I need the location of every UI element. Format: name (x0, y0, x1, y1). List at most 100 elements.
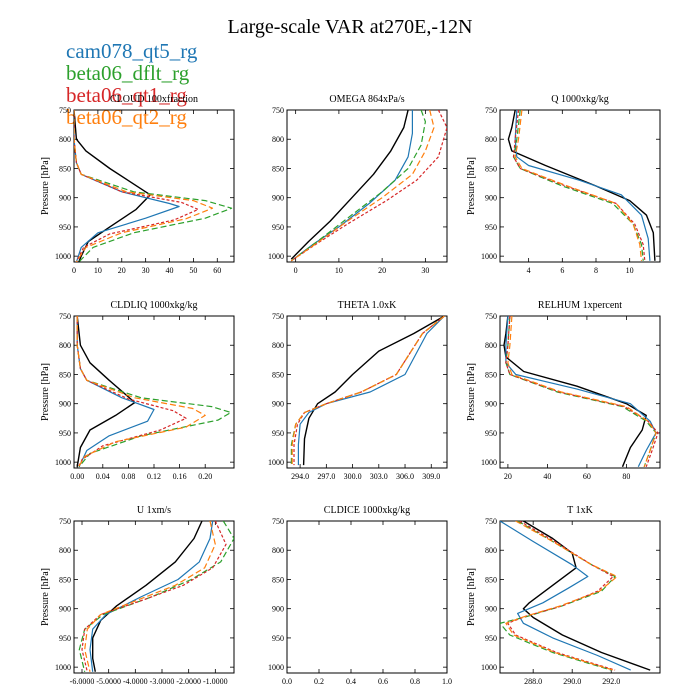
legend-entry-cam078-qt5: cam078_qt5_rg (66, 39, 198, 63)
y-tick-label: 950 (272, 223, 284, 232)
x-tick-label: 292.0 (602, 677, 620, 686)
series-line-2 (512, 110, 644, 261)
x-tick-label: 8 (594, 266, 598, 275)
panel-7: CLDICE 1000xkg/kg 750 800 850 900 950 1000 0.0 0… (268, 505, 452, 686)
x-tick-label: 0.20 (198, 472, 212, 481)
x-tick-label: 0.12 (147, 472, 161, 481)
y-tick-label: 1000 (55, 663, 71, 672)
x-tick-label: 20 (378, 266, 386, 275)
x-tick-label: 1.0 (442, 677, 452, 686)
series-line-4 (505, 521, 618, 671)
x-tick-label: 20 (118, 266, 126, 275)
y-tick-label: 850 (485, 370, 497, 379)
series-line-0 (302, 316, 445, 466)
x-tick-label: 60 (213, 266, 221, 275)
y-tick-label: 1000 (481, 663, 497, 672)
y-tick-label: 900 (59, 194, 71, 203)
series-line-3 (512, 110, 646, 261)
y-tick-label: 800 (485, 546, 497, 555)
y-tick-label: 750 (59, 517, 71, 526)
series-line-4 (74, 110, 214, 262)
panel-title: U 1xm/s (137, 505, 171, 516)
y-tick-label: 750 (272, 106, 284, 115)
series-line-0 (522, 521, 651, 671)
y-tick-label: 1000 (55, 458, 71, 467)
y-tick-label: 950 (272, 634, 284, 643)
y-tick-label: 750 (59, 312, 71, 321)
series-line-2 (74, 110, 233, 262)
y-tick-label: 850 (485, 164, 497, 173)
x-tick-label: -3.0000 (150, 677, 175, 686)
x-tick-label: 0.6 (378, 677, 388, 686)
y-tick-label: 900 (59, 400, 71, 409)
y-axis-label: Pressure [hPa] (40, 363, 51, 421)
x-tick-label: 303.0 (370, 472, 388, 481)
y-tick-label: 950 (59, 223, 71, 232)
series-line-0 (503, 316, 647, 468)
y-tick-label: 950 (485, 429, 497, 438)
x-tick-label: 30 (142, 266, 150, 275)
x-tick-label: 0.8 (410, 677, 420, 686)
y-axis-label: Pressure [hPa] (466, 157, 477, 215)
y-tick-label: 750 (485, 517, 497, 526)
plot-frame (499, 109, 661, 263)
y-tick-label: 800 (59, 546, 71, 555)
x-tick-label: 0.04 (96, 472, 110, 481)
x-tick-label: 10 (335, 266, 343, 275)
x-tick-label: -2.0000 (176, 677, 201, 686)
panel-title: T 1xK (567, 505, 593, 516)
legend-entry-beta06-qt2: beta06_qt2_rg (66, 105, 187, 129)
x-tick-label: 300.0 (344, 472, 362, 481)
x-tick-label: 0.16 (173, 472, 187, 481)
y-axis-label: Pressure [hPa] (40, 157, 51, 215)
x-tick-label: 294.0 (291, 472, 309, 481)
y-tick-label: 850 (272, 164, 284, 173)
y-axis-label: Pressure [hPa] (40, 568, 51, 626)
y-tick-label: 1000 (481, 458, 497, 467)
y-tick-label: 900 (272, 400, 284, 409)
x-tick-label: -6.0000 (70, 677, 95, 686)
series-line-0 (74, 110, 152, 262)
series-line-4 (291, 316, 445, 466)
y-tick-label: 750 (272, 517, 284, 526)
y-tick-label: 1000 (268, 458, 284, 467)
y-tick-label: 950 (272, 429, 284, 438)
x-tick-label: 80 (622, 472, 630, 481)
x-tick-label: -1.0000 (203, 677, 228, 686)
plot-frame (286, 520, 448, 674)
x-tick-label: 20 (504, 472, 512, 481)
y-tick-label: 950 (485, 634, 497, 643)
panel-5: RELHUM 1xpercent 750 800 850 900 950 1000 20 40 6… (466, 300, 661, 481)
x-tick-label: 60 (583, 472, 591, 481)
y-tick-label: 900 (272, 605, 284, 614)
panel-6: U 1xm/s 750 800 850 900 950 1000 -6.0000 -5.0000… (40, 505, 235, 686)
x-tick-label: 0.0 (282, 677, 292, 686)
x-tick-label: 40 (543, 472, 551, 481)
x-tick-label: -5.0000 (96, 677, 121, 686)
panel-2: Q 1000xkg/kg 750 800 850 900 950 1000 4 6 8 10 Pres… (466, 94, 661, 275)
panel-title: Q 1000xkg/kg (551, 94, 609, 105)
legend-entry-beta06-dflt: beta06_dflt_rg (66, 61, 190, 85)
panel-title: CLOUD 100xfraction (110, 94, 198, 105)
series-line-4 (84, 521, 216, 672)
x-tick-label: 0.08 (121, 472, 135, 481)
panel-4: THETA 1.0xK 750 800 850 900 950 1000 294.0 297.0… (268, 300, 448, 481)
y-tick-label: 950 (59, 634, 71, 643)
y-tick-label: 1000 (268, 252, 284, 261)
plot-frame (499, 315, 661, 469)
series-line-3 (293, 316, 445, 466)
y-tick-label: 800 (59, 341, 71, 350)
x-tick-label: 0.2 (314, 677, 324, 686)
legend-entry-beta06-qt1: beta06_qt1_rg (66, 83, 187, 107)
series-line-0 (91, 521, 203, 672)
x-tick-label: 0.4 (346, 677, 356, 686)
x-tick-label: 6 (560, 266, 564, 275)
series-line-0 (507, 110, 656, 261)
series-line-1 (500, 521, 631, 671)
y-tick-label: 950 (485, 223, 497, 232)
y-tick-label: 800 (272, 341, 284, 350)
series-line-2 (76, 316, 232, 468)
x-tick-label: 40 (166, 266, 174, 275)
y-tick-label: 850 (59, 370, 71, 379)
